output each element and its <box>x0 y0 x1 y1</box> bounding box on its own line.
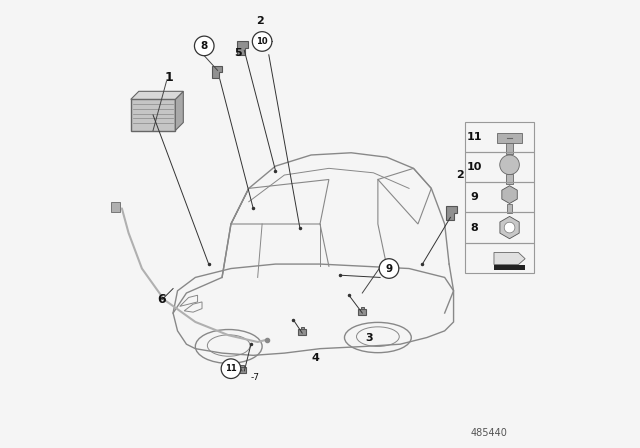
Polygon shape <box>494 253 525 264</box>
Bar <box>465 243 534 273</box>
Bar <box>507 203 512 213</box>
FancyBboxPatch shape <box>241 365 244 367</box>
Text: 6: 6 <box>157 293 166 306</box>
Circle shape <box>380 259 399 278</box>
Polygon shape <box>446 206 457 220</box>
Text: 11: 11 <box>225 364 237 373</box>
Circle shape <box>221 359 241 379</box>
FancyBboxPatch shape <box>301 327 304 329</box>
Text: 10: 10 <box>467 162 482 172</box>
Polygon shape <box>502 186 517 203</box>
Bar <box>465 182 534 212</box>
Text: 485440: 485440 <box>471 428 508 438</box>
Text: 9: 9 <box>385 263 392 274</box>
FancyBboxPatch shape <box>111 202 120 211</box>
Text: 5: 5 <box>234 47 241 58</box>
Circle shape <box>252 32 272 51</box>
Bar <box>497 133 522 143</box>
Bar <box>506 174 513 184</box>
Text: 9: 9 <box>470 192 479 202</box>
Text: 11: 11 <box>467 132 483 142</box>
FancyBboxPatch shape <box>238 367 246 373</box>
Text: 8: 8 <box>200 41 208 51</box>
Text: -7: -7 <box>251 373 260 382</box>
Polygon shape <box>237 42 248 55</box>
Text: 1: 1 <box>164 71 173 84</box>
FancyBboxPatch shape <box>131 99 175 130</box>
FancyBboxPatch shape <box>361 306 364 309</box>
Circle shape <box>500 155 519 175</box>
FancyBboxPatch shape <box>358 309 366 315</box>
Text: 2: 2 <box>456 170 464 180</box>
Bar <box>465 152 534 182</box>
FancyBboxPatch shape <box>298 329 306 336</box>
Circle shape <box>504 222 515 233</box>
Bar <box>465 212 534 243</box>
Polygon shape <box>131 91 183 99</box>
Circle shape <box>195 36 214 56</box>
Text: 10: 10 <box>256 37 268 46</box>
Polygon shape <box>175 91 183 130</box>
Polygon shape <box>212 66 221 78</box>
Text: 3: 3 <box>365 332 372 343</box>
Text: 8: 8 <box>470 223 478 233</box>
Text: 4: 4 <box>312 353 319 362</box>
Text: 2: 2 <box>256 17 264 26</box>
Polygon shape <box>500 216 519 239</box>
Bar <box>494 264 525 270</box>
Bar <box>506 143 513 154</box>
Bar <box>465 121 534 152</box>
